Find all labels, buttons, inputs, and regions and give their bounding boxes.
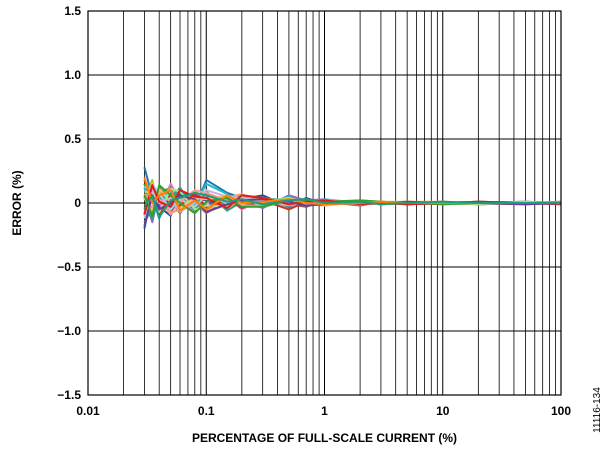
y-tick-label: 1.0 xyxy=(64,68,81,82)
y-tick-label: 1.5 xyxy=(64,4,81,18)
y-tick-label: 0.5 xyxy=(64,132,81,146)
x-tick-labels: 0.01 0.1 1 10 100 xyxy=(76,404,571,418)
x-tick-label: 100 xyxy=(551,404,571,418)
series-line-23 xyxy=(143,177,562,212)
data-series-group xyxy=(143,166,562,229)
x-tick-label: 10 xyxy=(436,404,450,418)
plot-frame xyxy=(87,10,562,396)
y-tick-label: −1.5 xyxy=(57,388,81,402)
x-tick-label: 0.1 xyxy=(198,404,215,418)
y-tick-label: 0 xyxy=(74,196,81,210)
x-tick-label: 0.01 xyxy=(76,404,100,418)
y-tick-label: −0.5 xyxy=(57,260,81,274)
y-axis-title: ERROR (%) xyxy=(10,170,24,235)
figure-id-label: 11116-134 xyxy=(592,387,603,433)
y-tick-labels: 1.5 1.0 0.5 0 −0.5 −1.0 −1.5 xyxy=(57,4,81,402)
y-tick-label: −1.0 xyxy=(57,324,81,338)
series-line-24 xyxy=(143,191,561,219)
x-axis-title: PERCENTAGE OF FULL-SCALE CURRENT (%) xyxy=(192,431,457,445)
x-tick-label: 1 xyxy=(321,404,328,418)
